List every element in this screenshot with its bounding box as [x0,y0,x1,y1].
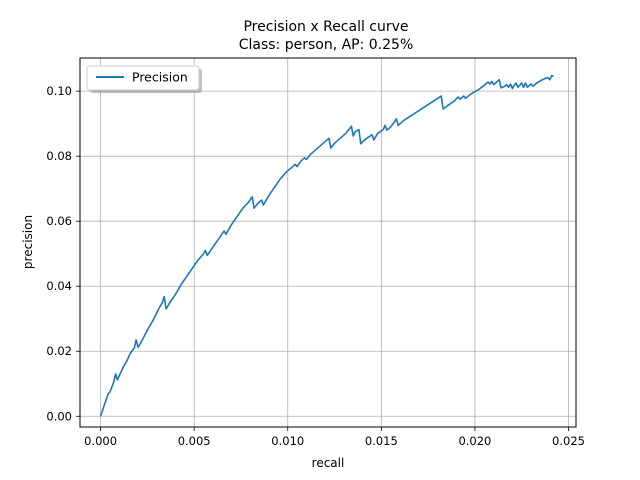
x-tick-label: 0.020 [458,434,491,448]
y-axis-label: precision [21,215,35,269]
legend: Precision [86,65,202,93]
y-tick-label: 0.00 [46,409,72,423]
x-tick-label: 0.015 [365,434,398,448]
plot-background [80,58,576,427]
chart-title: Precision x Recall curve [243,19,408,35]
precision-series-line [99,74,554,417]
x-axis-label: recall [312,456,345,470]
legend-label: Precision [132,70,188,85]
x-tick-label: 0.000 [84,434,117,448]
series-layer [99,74,554,417]
y-tick-label: 0.06 [46,214,72,228]
grid [80,58,576,427]
y-tick-label: 0.10 [46,84,72,98]
legend-box [86,65,200,91]
y-tick-label: 0.02 [46,344,72,358]
x-tick-label: 0.005 [178,434,211,448]
x-tick-label: 0.025 [552,434,585,448]
y-tick-label: 0.04 [46,279,72,293]
x-tick-label: 0.010 [271,434,304,448]
plot-frame [79,57,577,428]
y-axis-ticks: 0.00 0.02 0.04 0.06 0.08 0.10 [46,84,80,423]
chart-subtitle: Class: person, AP: 0.25% [239,37,414,53]
y-tick-label: 0.08 [46,149,72,163]
x-axis-ticks: 0.000 0.005 0.010 0.015 0.020 0.025 [84,427,585,448]
